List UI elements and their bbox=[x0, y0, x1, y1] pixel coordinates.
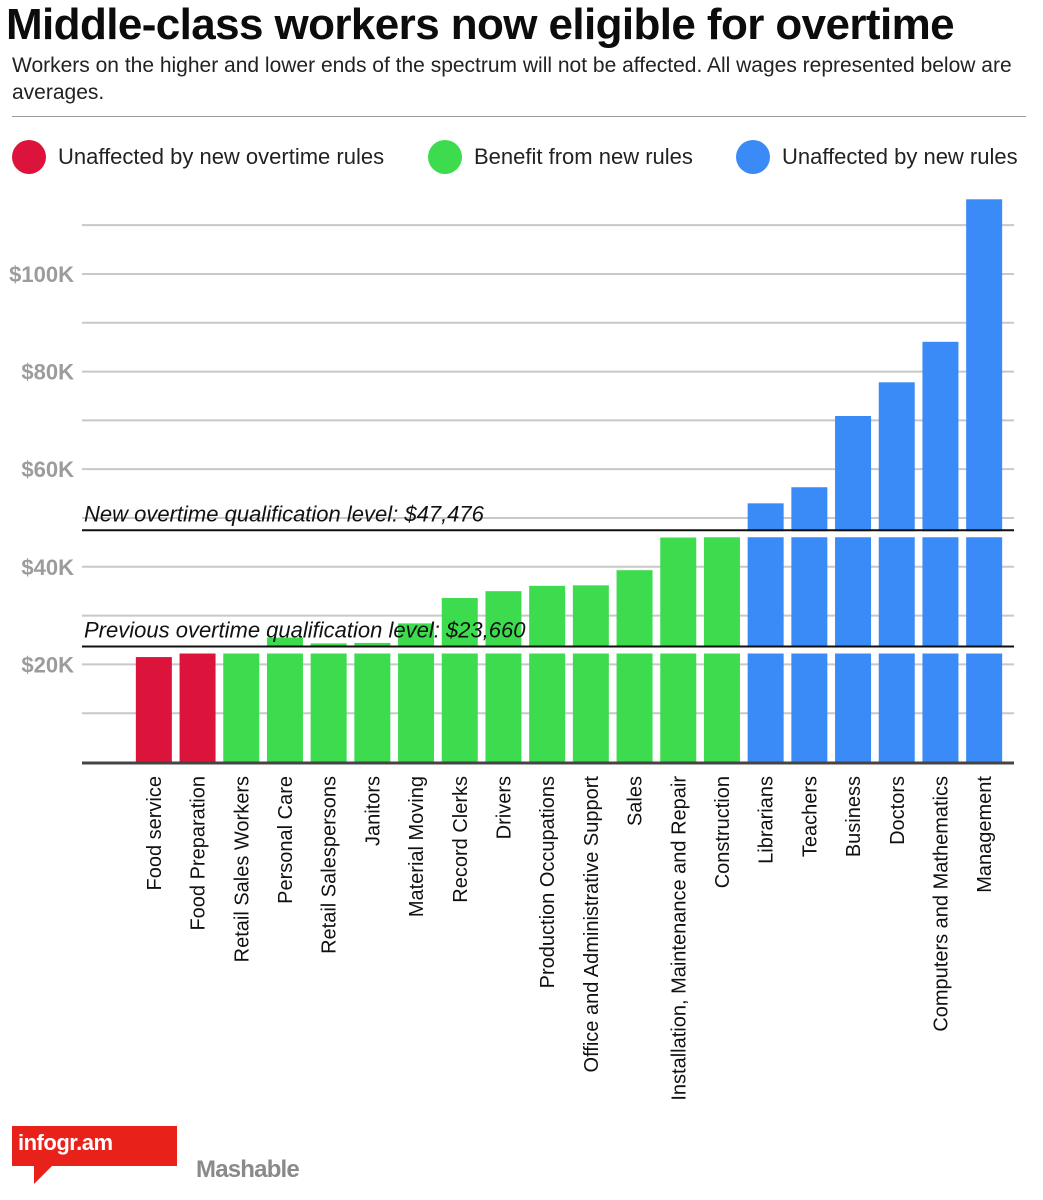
bar bbox=[485, 591, 522, 762]
legend-swatch-green bbox=[428, 140, 462, 174]
x-tick-label: Installation, Maintenance and Repair bbox=[668, 776, 690, 1101]
y-tick-label: $40K bbox=[21, 555, 74, 580]
legend-label: Benefit from new rules bbox=[474, 144, 693, 169]
x-tick-label: Personal Care bbox=[275, 776, 297, 904]
y-tick-label: $20K bbox=[21, 652, 74, 677]
divider bbox=[12, 116, 1026, 117]
x-tick-label: Retail Salespersons bbox=[319, 776, 341, 954]
bar bbox=[354, 642, 391, 762]
x-tick-label: Record Clerks bbox=[450, 776, 472, 903]
x-tick-label: Janitors bbox=[362, 776, 384, 846]
x-tick-label: Production Occupations bbox=[537, 776, 559, 988]
y-tick-label: $100K bbox=[9, 262, 74, 287]
reference-line-label: Previous overtime qualification level: $… bbox=[84, 618, 526, 643]
x-tick-label: Computers and Mathematics bbox=[930, 776, 952, 1032]
x-tick-label: Drivers bbox=[493, 776, 515, 839]
y-tick-label: $60K bbox=[21, 457, 74, 482]
bar bbox=[572, 585, 609, 762]
y-tick-label: $80K bbox=[21, 360, 74, 385]
x-tick-label: Management bbox=[974, 776, 996, 893]
bar bbox=[441, 598, 478, 762]
bar bbox=[266, 637, 303, 762]
x-tick-label: Material Moving bbox=[406, 776, 428, 917]
x-tick-label: Food service bbox=[144, 776, 166, 891]
bar bbox=[922, 341, 959, 762]
mashable-logo: Mashable bbox=[196, 1156, 300, 1183]
legend-label: Unaffected by new rules bbox=[782, 144, 1018, 169]
x-tick-label: Construction bbox=[712, 776, 734, 888]
bar bbox=[398, 623, 435, 762]
chart-subtitle: Workers on the higher and lower ends of … bbox=[12, 54, 1012, 104]
x-tick-label: Retail Sales Workers bbox=[231, 776, 253, 962]
legend-item-unaffected: Unaffected by new rules bbox=[736, 140, 1018, 174]
bar bbox=[747, 503, 784, 762]
bar bbox=[179, 651, 216, 762]
x-tick-label: Office and Administrative Support bbox=[581, 776, 603, 1073]
legend-item-benefit: Benefit from new rules bbox=[428, 140, 693, 174]
bar bbox=[616, 570, 653, 762]
x-tick-label: Sales bbox=[625, 776, 647, 826]
bar bbox=[966, 199, 1003, 763]
legend-swatch-blue bbox=[736, 140, 770, 174]
bar bbox=[878, 382, 915, 762]
bar bbox=[223, 648, 260, 762]
reference-line-label: New overtime qualification level: $47,47… bbox=[84, 501, 485, 526]
legend-swatch-red bbox=[12, 140, 46, 174]
bar bbox=[529, 585, 566, 762]
infogram-logo bbox=[12, 1126, 177, 1184]
x-tick-label: Librarians bbox=[756, 776, 778, 864]
bar bbox=[135, 657, 172, 762]
legend-label: Unaffected by new overtime rules bbox=[58, 144, 385, 169]
infogram-logo-text: infogr.am bbox=[18, 1130, 113, 1155]
x-tick-label: Food Preparation bbox=[188, 776, 210, 931]
x-tick-label: Teachers bbox=[799, 776, 821, 857]
bar bbox=[310, 643, 347, 762]
chart-title: Middle-class workers now eligible for ov… bbox=[6, 0, 955, 49]
bar bbox=[791, 487, 828, 762]
bar bbox=[835, 415, 872, 762]
x-tick-label: Doctors bbox=[887, 776, 909, 845]
legend-item-unaffected-overtime: Unaffected by new overtime rules bbox=[12, 140, 384, 174]
x-tick-label: Business bbox=[843, 776, 865, 857]
